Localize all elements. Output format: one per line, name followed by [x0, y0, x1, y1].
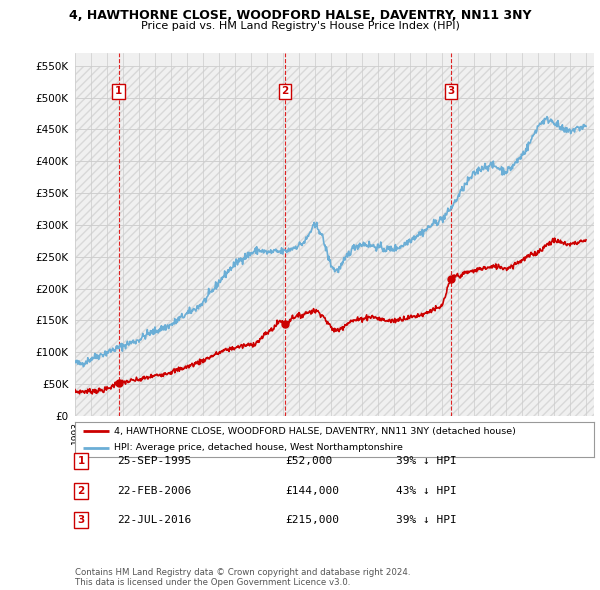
- Text: £144,000: £144,000: [285, 486, 339, 496]
- Text: 39% ↓ HPI: 39% ↓ HPI: [396, 457, 457, 466]
- Text: 1: 1: [115, 86, 122, 96]
- Text: 2: 2: [281, 86, 289, 96]
- Text: 25-SEP-1995: 25-SEP-1995: [117, 457, 191, 466]
- Text: 3: 3: [448, 86, 455, 96]
- Text: Price paid vs. HM Land Registry's House Price Index (HPI): Price paid vs. HM Land Registry's House …: [140, 21, 460, 31]
- Text: 3: 3: [77, 516, 85, 525]
- Text: 22-JUL-2016: 22-JUL-2016: [117, 516, 191, 525]
- Text: 4, HAWTHORNE CLOSE, WOODFORD HALSE, DAVENTRY, NN11 3NY: 4, HAWTHORNE CLOSE, WOODFORD HALSE, DAVE…: [69, 9, 531, 22]
- Text: 22-FEB-2006: 22-FEB-2006: [117, 486, 191, 496]
- Text: 43% ↓ HPI: 43% ↓ HPI: [396, 486, 457, 496]
- Text: £215,000: £215,000: [285, 516, 339, 525]
- Text: £52,000: £52,000: [285, 457, 332, 466]
- Text: 4, HAWTHORNE CLOSE, WOODFORD HALSE, DAVENTRY, NN11 3NY (detached house): 4, HAWTHORNE CLOSE, WOODFORD HALSE, DAVE…: [114, 427, 516, 436]
- Text: 2: 2: [77, 486, 85, 496]
- Text: Contains HM Land Registry data © Crown copyright and database right 2024.
This d: Contains HM Land Registry data © Crown c…: [75, 568, 410, 587]
- Text: 1: 1: [77, 457, 85, 466]
- Text: 39% ↓ HPI: 39% ↓ HPI: [396, 516, 457, 525]
- Text: HPI: Average price, detached house, West Northamptonshire: HPI: Average price, detached house, West…: [114, 443, 403, 452]
